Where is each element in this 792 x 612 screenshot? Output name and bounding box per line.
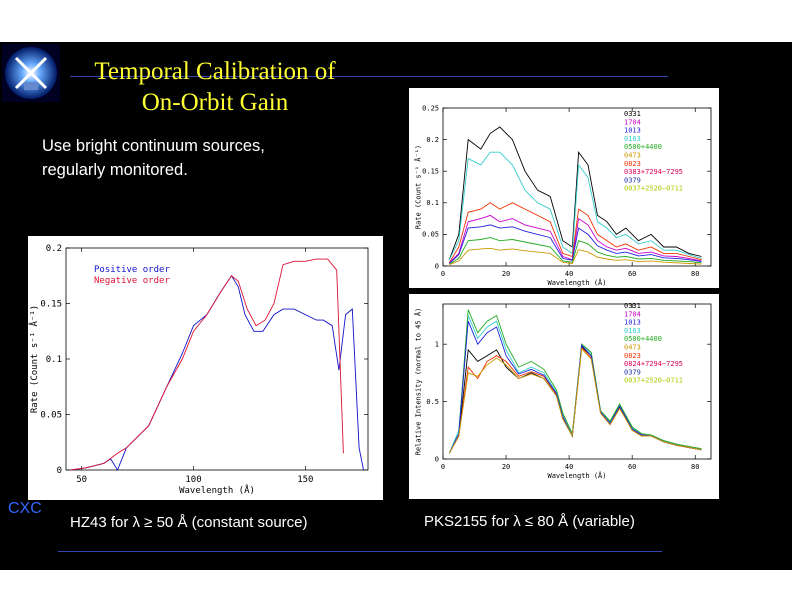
- x-axis-label: Wavelength (Å): [547, 278, 606, 287]
- y-tick-label: 0.25: [422, 104, 439, 112]
- x-tick-label: 40: [565, 270, 573, 278]
- x-tick-label: 60: [628, 463, 636, 471]
- bottom-divider: [58, 551, 662, 552]
- series-line: [448, 151, 702, 260]
- pks2155-rate-chart-panel: 0 20 40 60 80 0 0.05 0.1 0.15 0.2 0.25 Wavelength (…: [409, 88, 719, 288]
- x-tick-label: 100: [185, 475, 201, 485]
- legend-entry: 0037+2520−0711: [624, 185, 683, 193]
- y-tick-label: 0.5: [426, 398, 439, 406]
- x-axis-label: Wavelength (Å): [547, 471, 606, 480]
- legend-entry: 0163: [624, 327, 641, 335]
- y-tick-label: 0.1: [426, 199, 439, 207]
- hz43-chart: 50 100 150 0 0.05 0.1 0.15 0.2 Wavelength (Å) Rat…: [28, 244, 369, 496]
- legend-entry: 1013: [624, 319, 641, 327]
- x-tick-label: 150: [297, 475, 313, 485]
- legend-entry: 0037+2520−0711: [624, 377, 683, 385]
- legend-entry: 0379: [624, 368, 641, 376]
- bullet-line-1: Use bright continuum sources,: [42, 137, 265, 155]
- legend-entry: 0473: [624, 344, 641, 352]
- y-axis-label: Rate (Count s⁻¹ Å⁻¹): [28, 305, 40, 413]
- legend-entry: 0383+7294−7295: [624, 168, 683, 176]
- bullet-line-2: regularly monitored.: [42, 161, 188, 179]
- series-line: [449, 247, 702, 266]
- legend-entry: 0500+4400: [624, 335, 662, 343]
- hz43-chart-panel: 50 100 150 0 0.05 0.1 0.15 0.2 Wavelength (Å) Rat…: [28, 236, 383, 500]
- y-tick-label: 0.2: [426, 136, 439, 144]
- legend-entry: 0331: [624, 302, 641, 310]
- legend-entry: Positive order: [94, 265, 170, 275]
- pks2155-relative-chart: 0 20 40 60 80 0 0.5 1 Wavelength (Å) Relative Int…: [414, 302, 712, 480]
- y-tick-label: 0.05: [40, 411, 62, 421]
- x-tick-label: 50: [76, 475, 87, 485]
- x-tick-label: 0: [441, 270, 445, 278]
- y-tick-label: 0.05: [422, 231, 439, 239]
- x-axis-label: Wavelength (Å): [179, 484, 255, 496]
- footer-cxc: CXC: [8, 500, 42, 517]
- legend-entry: 0823: [624, 352, 641, 360]
- title-line-1: Temporal Calibration of: [94, 58, 336, 85]
- legend-entry: 0823: [624, 160, 641, 168]
- x-tick-label: 20: [502, 463, 510, 471]
- bullet-text: Use bright continuum sources, regularly …: [42, 134, 372, 182]
- series-line: [448, 214, 702, 264]
- legend-entry: 1013: [624, 127, 641, 135]
- y-tick-label: 0.15: [40, 300, 62, 310]
- legend-entry: 0163: [624, 135, 641, 143]
- y-axis-label: Rate (Count s⁻¹ Å⁻¹): [414, 145, 423, 229]
- pks2155-rate-chart: 0 20 40 60 80 0 0.05 0.1 0.15 0.2 0.25 Wavelength (…: [414, 104, 712, 287]
- series-line: [448, 202, 702, 264]
- x-tick-label: 80: [691, 463, 699, 471]
- series-line: [70, 274, 364, 471]
- y-tick-label: 0: [435, 262, 439, 270]
- series-line: [448, 347, 702, 454]
- chandra-logo-icon: [2, 44, 60, 102]
- series-line: [70, 258, 344, 471]
- title-line-2: On-Orbit Gain: [141, 89, 289, 116]
- caption-left: HZ43 for λ ≥ 50 Å (constant source): [70, 514, 308, 531]
- legend-entry: 0500+4400: [624, 143, 662, 151]
- legend-entry: 0473: [624, 152, 641, 160]
- y-tick-label: 0.1: [46, 355, 62, 365]
- series-line: [448, 126, 702, 260]
- y-tick-label: 0.15: [422, 168, 439, 176]
- pks2155-relative-chart-panel: 0 20 40 60 80 0 0.5 1 Wavelength (Å) Relative Int…: [409, 294, 719, 499]
- y-tick-label: 0.2: [46, 244, 62, 254]
- slide-title: Temporal Calibration of On-Orbit Gain: [60, 56, 370, 118]
- caption-right: PKS2155 for λ ≤ 80 Å (variable): [424, 513, 635, 530]
- legend-entry: 0331: [624, 110, 641, 118]
- y-axis-label: Relative Intensity (normal to 45 Å): [414, 308, 423, 456]
- x-tick-label: 80: [691, 270, 699, 278]
- top-divider: [70, 76, 668, 77]
- legend-entry: 0379: [624, 176, 641, 184]
- x-tick-label: 40: [565, 463, 573, 471]
- y-tick-label: 0: [57, 466, 62, 476]
- series-line: [448, 224, 702, 264]
- series-line: [449, 237, 702, 265]
- legend-entry: Negative order: [94, 276, 170, 286]
- legend-entry: 1704: [624, 310, 641, 318]
- y-tick-label: 1: [435, 341, 439, 349]
- x-tick-label: 60: [628, 270, 636, 278]
- x-tick-label: 0: [441, 463, 445, 471]
- plot-frame: [442, 303, 712, 460]
- legend-entry: 1704: [624, 118, 641, 126]
- series-line: [448, 321, 702, 454]
- x-tick-label: 20: [502, 270, 510, 278]
- plot-frame: [442, 107, 712, 267]
- y-tick-label: 0: [435, 455, 439, 463]
- legend-entry: 0824+7294−7295: [624, 360, 683, 368]
